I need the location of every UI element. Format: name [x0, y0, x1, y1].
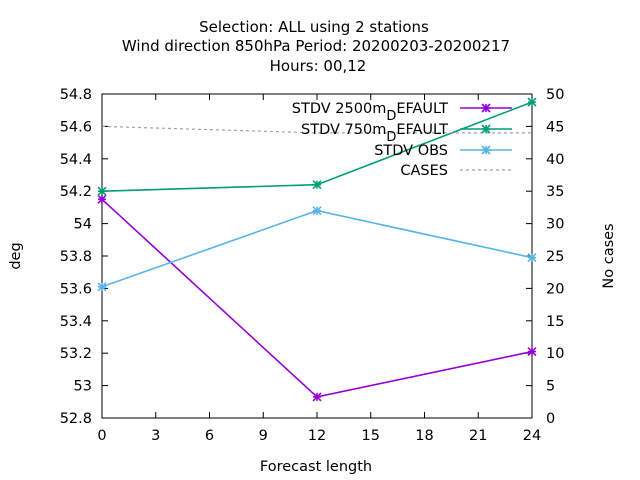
series-line — [101, 209, 533, 288]
y2-tick-label: 10 — [546, 346, 564, 362]
legend-entry: CASES — [400, 163, 512, 179]
y2-tick-label: 25 — [546, 249, 564, 265]
series-layer — [97, 97, 537, 402]
x-tick-label: 18 — [415, 428, 433, 444]
x-tick-label: 9 — [259, 428, 268, 444]
y-tick-label: 54 — [74, 217, 92, 233]
y2-axis: 0 5 10 15 20 25 30 35 40 45 50 — [526, 87, 564, 427]
data-point — [527, 347, 537, 357]
legend-entry: STDV 2500mDEFAULT — [292, 101, 512, 124]
x-tick-label: 24 — [523, 428, 541, 444]
legend-marker — [481, 103, 491, 113]
legend-marker — [481, 145, 491, 155]
x-tick-label: 15 — [362, 428, 380, 444]
y-tick-label: 53.8 — [60, 249, 92, 265]
data-point — [97, 186, 107, 196]
data-point — [527, 253, 537, 263]
legend-entry: STDV 750mDEFAULT — [301, 122, 512, 145]
y2-tick-label: 15 — [546, 314, 564, 330]
y2-tick-label: 45 — [546, 119, 564, 135]
y2-axis-label: No cases — [601, 223, 617, 288]
y2-tick-label: 5 — [546, 379, 555, 395]
data-point — [97, 282, 107, 292]
x-axis: 0 3 6 9 12 15 18 21 24 — [97, 94, 541, 444]
series-0 — [97, 194, 537, 402]
data-point — [312, 392, 322, 402]
data-point — [312, 180, 322, 190]
y-tick-label: 52.8 — [60, 411, 92, 427]
y-tick-label: 53.6 — [60, 281, 92, 297]
x-tick-label: 12 — [308, 428, 326, 444]
y2-tick-label: 50 — [546, 87, 564, 103]
y2-tick-label: 40 — [546, 152, 564, 168]
series-2 — [97, 206, 537, 292]
legend-entry: STDV OBS — [374, 143, 512, 159]
y-tick-label: 54.8 — [60, 87, 92, 103]
data-point — [527, 97, 537, 107]
chart-title: Selection: ALL using 2 stations Wind dir… — [122, 18, 510, 75]
y-axis-label: deg — [8, 242, 24, 269]
plot-area — [101, 93, 533, 419]
y2-tick-label: 20 — [546, 281, 564, 297]
x-axis-label: Forecast length — [260, 459, 372, 475]
series-line — [101, 198, 533, 398]
y-tick-label: 53.4 — [60, 314, 92, 330]
x-tick-label: 3 — [151, 428, 160, 444]
legend-label: STDV 750mDEFAULT — [301, 122, 448, 145]
legend-marker — [481, 124, 491, 134]
legend-label: CASES — [400, 163, 448, 179]
title-line-1: Selection: ALL using 2 stations — [199, 18, 429, 36]
title-line-3: Hours: 00,12 — [270, 57, 367, 75]
y2-tick-label: 30 — [546, 217, 564, 233]
x-tick-label: 0 — [97, 428, 106, 444]
legend-label: STDV 2500mDEFAULT — [292, 101, 448, 124]
y2-tick-label: 35 — [546, 184, 564, 200]
data-point — [97, 194, 107, 204]
y-tick-label: 54.6 — [60, 119, 92, 135]
legend-label: STDV OBS — [374, 143, 448, 159]
y-tick-label: 53.2 — [60, 346, 92, 362]
y-axis: 52.8 53 53.2 53.4 53.6 53.8 54 54.2 54.4 54.6 54.8 — [60, 87, 108, 427]
title-line-2: Wind direction 850hPa Period: 20200203-2… — [122, 37, 510, 55]
y-tick-label: 54.2 — [60, 184, 92, 200]
data-point — [312, 206, 322, 216]
x-tick-label: 21 — [469, 428, 487, 444]
y-tick-label: 54.4 — [60, 152, 92, 168]
x-tick-label: 6 — [205, 428, 214, 444]
y2-tick-label: 0 — [546, 411, 555, 427]
y-tick-label: 53 — [74, 379, 92, 395]
